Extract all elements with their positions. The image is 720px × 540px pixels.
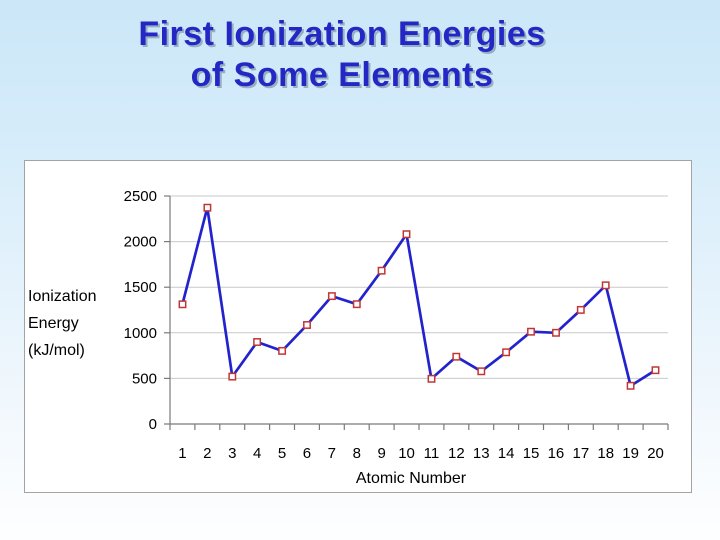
data-point-marker: [452, 352, 461, 361]
x-tick-label: 17: [573, 445, 590, 462]
data-point-marker: [327, 292, 336, 301]
x-tick-label: 2: [203, 445, 211, 462]
y-tick-label: 2000: [124, 234, 157, 251]
data-point-markers: [178, 203, 660, 390]
x-axis-title: Atomic Number: [356, 470, 467, 487]
y-tick-label: 500: [132, 370, 157, 387]
data-point-marker: [601, 281, 610, 290]
data-point-marker: [278, 346, 287, 355]
y-tick-label: 2500: [124, 188, 157, 205]
data-point-marker: [477, 367, 486, 376]
x-tick-label: 9: [377, 445, 385, 462]
x-tick-label: 10: [398, 445, 415, 462]
data-point-marker: [427, 374, 436, 383]
data-point-marker: [352, 300, 361, 309]
data-point-marker: [552, 328, 560, 337]
y-axis: 0 500 1000 1500 2000 2500: [124, 188, 171, 433]
x-tick-label: 5: [278, 445, 286, 462]
title-line-1: First Ionization Energies: [138, 15, 546, 53]
x-tick-label: 12: [448, 445, 465, 462]
slide-title: First Ionization Energies of Some Elemen…: [0, 14, 720, 96]
x-tick-label: 1: [178, 445, 186, 462]
y-tick-label: 1500: [124, 279, 157, 296]
data-point-marker: [303, 321, 311, 329]
x-tick-label: 18: [597, 445, 614, 462]
x-tick-label: 19: [622, 445, 639, 462]
y-axis-title: Ionization Energy (kJ/mol): [28, 283, 97, 364]
data-point-marker: [402, 230, 411, 239]
y-tick-label: 1000: [124, 325, 157, 342]
y-axis-title-line-2: Energy: [28, 315, 79, 332]
x-tick-label: 13: [473, 445, 490, 462]
y-axis-title-line-1: Ionization: [28, 288, 97, 305]
line-chart: Ionization Energy (kJ/mol) 0 500 1000 1500 2…: [24, 160, 692, 493]
x-tick-label: 4: [253, 445, 261, 462]
x-tick-label: 8: [353, 445, 361, 462]
data-point-marker: [576, 305, 585, 314]
x-tick-label: 15: [523, 445, 540, 462]
data-point-marker: [228, 372, 237, 381]
x-tick-label: 6: [303, 445, 311, 462]
y-tick-label: 0: [149, 416, 157, 433]
gridlines: [170, 195, 668, 379]
series-line: [181, 206, 657, 388]
x-tick-label: 11: [424, 445, 440, 462]
data-point-marker: [502, 348, 511, 357]
data-point-marker: [377, 266, 386, 275]
data-point-marker: [626, 381, 635, 390]
x-tick-label: 20: [647, 445, 664, 462]
x-tick-label: 16: [548, 445, 565, 462]
data-point-marker: [203, 203, 212, 212]
data-point-marker: [651, 366, 660, 375]
x-tick-label: 14: [498, 445, 515, 462]
data-point-marker: [178, 300, 187, 309]
data-point-marker: [253, 338, 262, 346]
title-line-2: of Some Elements: [190, 56, 494, 94]
y-axis-title-line-3: (kJ/mol): [28, 342, 85, 359]
x-tick-label: 7: [328, 445, 336, 462]
x-tick-label: 3: [228, 445, 236, 462]
data-point-marker: [527, 327, 535, 336]
